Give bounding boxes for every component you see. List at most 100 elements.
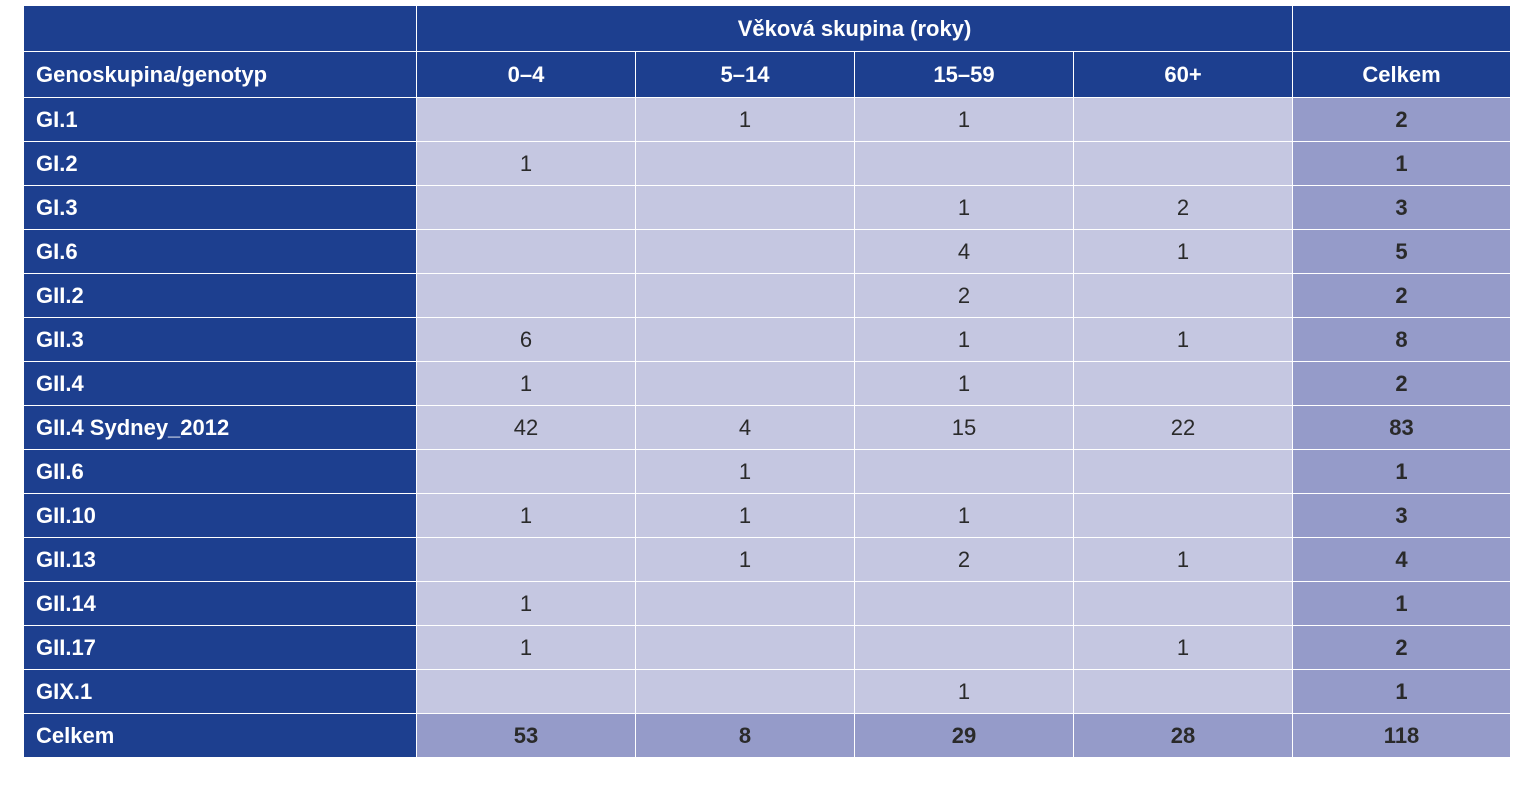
data-cell: [1072, 141, 1294, 186]
data-cell: [635, 625, 855, 670]
row-label: GII.13: [23, 537, 417, 582]
table-row: GII.17 1 1 2: [23, 625, 1512, 670]
footer-row-label: Celkem: [23, 713, 417, 758]
footer-total-row: Celkem 53 8 29 28 118: [23, 713, 1512, 758]
data-cell: 1: [635, 449, 855, 494]
row-total-cell: 2: [1292, 625, 1512, 670]
data-cell: 1: [416, 361, 636, 406]
data-cell: [635, 361, 855, 406]
row-label: GI.3: [23, 185, 417, 230]
column-header-total: Celkem: [1292, 51, 1512, 98]
data-cell: 1: [854, 97, 1074, 142]
data-cell: 1: [854, 361, 1074, 406]
row-label: GII.4 Sydney_2012: [23, 405, 417, 450]
table-row: GII.13 1 2 1 4: [23, 537, 1512, 582]
data-cell: 2: [854, 537, 1074, 582]
row-total-cell: 2: [1292, 97, 1512, 142]
data-cell: 1: [1072, 625, 1294, 670]
row-label: GII.3: [23, 317, 417, 362]
data-cell: [1072, 97, 1294, 142]
data-cell: [635, 185, 855, 230]
data-cell: [416, 273, 636, 318]
grand-total-cell: 118: [1292, 713, 1512, 758]
data-cell: [635, 141, 855, 186]
footer-cell: 53: [416, 713, 636, 758]
row-label: GIX.1: [23, 669, 417, 714]
data-cell: [635, 317, 855, 362]
data-cell: [854, 141, 1074, 186]
data-cell: [635, 273, 855, 318]
data-cell: [416, 229, 636, 274]
genotype-table-container: Věková skupina (roky) Genoskupina/genoty…: [23, 5, 1512, 758]
row-total-cell: 83: [1292, 405, 1512, 450]
column-header-age-5-14: 5–14: [635, 51, 855, 98]
data-cell: 1: [416, 141, 636, 186]
data-cell: [1072, 273, 1294, 318]
data-cell: [635, 229, 855, 274]
data-cell: 1: [1072, 229, 1294, 274]
header-corner-blank: [23, 5, 417, 52]
data-cell: 1: [635, 493, 855, 538]
column-header-age-60plus: 60+: [1072, 51, 1294, 98]
table-row: GII.6 1 1: [23, 449, 1512, 494]
table-row: GII.3 6 1 1 8: [23, 317, 1512, 362]
row-label: GII.17: [23, 625, 417, 670]
row-total-cell: 1: [1292, 581, 1512, 626]
data-cell: [854, 449, 1074, 494]
data-cell: [635, 669, 855, 714]
genotype-age-table: Věková skupina (roky) Genoskupina/genoty…: [23, 5, 1512, 758]
table-row: GII.14 1 1: [23, 581, 1512, 626]
age-group-super-header: Věková skupina (roky): [415, 5, 1294, 52]
row-label: GII.2: [23, 273, 417, 318]
table-row: GIX.1 1 1: [23, 669, 1512, 714]
data-cell: [416, 97, 636, 142]
row-label: GI.6: [23, 229, 417, 274]
row-label: GII.6: [23, 449, 417, 494]
data-cell: 6: [416, 317, 636, 362]
data-cell: 1: [416, 581, 636, 626]
data-cell: [854, 581, 1074, 626]
data-cell: 1: [854, 185, 1074, 230]
data-cell: [854, 625, 1074, 670]
table-body: GI.1 1 1 2 GI.2 1 1 GI.3 1 2 3 GI.6 4 1 5 GII.2 2 2 GII.3 6…: [23, 97, 1512, 714]
header-row-columns: Genoskupina/genotyp 0–4 5–14 15–59 60+ C…: [23, 51, 1512, 98]
data-cell: 1: [1072, 317, 1294, 362]
data-cell: 22: [1072, 405, 1294, 450]
footer-cell: 8: [635, 713, 855, 758]
row-label: GII.14: [23, 581, 417, 626]
footer-cell: 28: [1072, 713, 1294, 758]
column-header-age-15-59: 15–59: [854, 51, 1074, 98]
table-row: GI.1 1 1 2: [23, 97, 1512, 142]
row-total-cell: 1: [1292, 669, 1512, 714]
row-total-cell: 2: [1292, 273, 1512, 318]
data-cell: [635, 581, 855, 626]
row-label: GI.1: [23, 97, 417, 142]
data-cell: 42: [416, 405, 636, 450]
data-cell: [416, 669, 636, 714]
data-cell: 1: [854, 493, 1074, 538]
row-total-cell: 5: [1292, 229, 1512, 274]
table-row: GI.3 1 2 3: [23, 185, 1512, 230]
row-total-cell: 1: [1292, 141, 1512, 186]
data-cell: 1: [416, 625, 636, 670]
header-row-group: Věková skupina (roky): [23, 5, 1512, 52]
data-cell: 2: [854, 273, 1074, 318]
data-cell: [1072, 581, 1294, 626]
data-cell: 15: [854, 405, 1074, 450]
data-cell: 1: [635, 97, 855, 142]
row-total-cell: 4: [1292, 537, 1512, 582]
column-header-age-0-4: 0–4: [416, 51, 636, 98]
row-total-cell: 3: [1292, 185, 1512, 230]
data-cell: 1: [1072, 537, 1294, 582]
data-cell: 2: [1072, 185, 1294, 230]
row-label: GII.10: [23, 493, 417, 538]
column-header-genotype: Genoskupina/genotyp: [23, 51, 417, 98]
data-cell: [416, 449, 636, 494]
data-cell: 4: [635, 405, 855, 450]
data-cell: 1: [635, 537, 855, 582]
table-row: GI.2 1 1: [23, 141, 1512, 186]
data-cell: [1072, 449, 1294, 494]
row-total-cell: 3: [1292, 493, 1512, 538]
row-total-cell: 2: [1292, 361, 1512, 406]
header-total-blank: [1292, 5, 1512, 52]
